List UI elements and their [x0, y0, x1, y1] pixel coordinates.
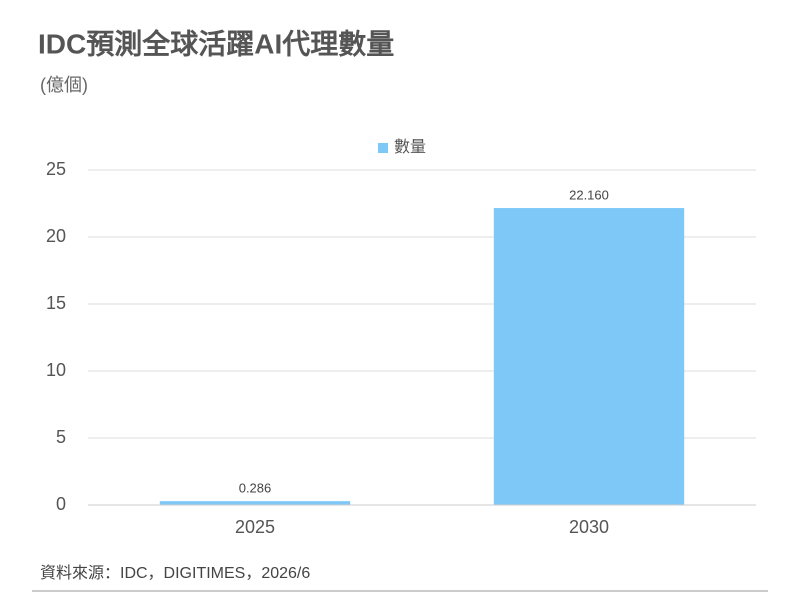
source-note: 資料來源：IDC，DIGITIMES，2026/6: [40, 564, 310, 582]
value-label: 22.160: [569, 187, 609, 202]
x-tick-label: 2030: [569, 517, 609, 537]
bar: [159, 501, 351, 505]
y-tick-label: 20: [46, 226, 66, 246]
legend-label: 數量: [394, 138, 426, 156]
y-tick-label: 5: [56, 427, 66, 447]
y-tick-label: 10: [46, 360, 66, 380]
chart-title: IDC預測全球活躍AI代理數量: [38, 27, 394, 59]
y-tick-label: 25: [46, 159, 66, 179]
y-tick-label: 15: [46, 293, 66, 313]
chart-subtitle: (億個): [40, 75, 88, 95]
value-label: 0.286: [239, 481, 272, 496]
legend-swatch: [378, 143, 388, 153]
y-tick-label: 0: [56, 494, 66, 514]
bar: [493, 208, 685, 505]
x-tick-label: 2025: [235, 517, 275, 537]
